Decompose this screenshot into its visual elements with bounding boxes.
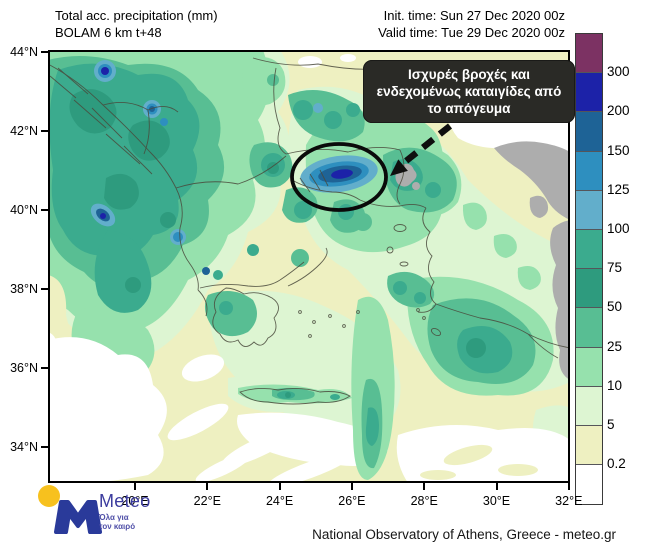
lat-tick: [41, 209, 48, 211]
lat-label: 34°N: [10, 440, 38, 454]
colorbar-tick-label: 10: [607, 377, 623, 393]
meteo-logo: Meteo Όλα για τον καιρό: [25, 483, 175, 549]
colorbar-cell: [576, 386, 602, 426]
logo-sun-icon: [38, 485, 60, 507]
lat-label: 40°N: [10, 203, 38, 217]
lon-tick: [350, 483, 353, 490]
colorbar-tick-label: 100: [607, 221, 630, 236]
lon-label: 22°E: [193, 494, 221, 508]
colorbar-tick-label: 0.2: [607, 456, 626, 472]
logo-m-icon: [54, 500, 102, 534]
colorbar-tick-label: 200: [607, 103, 630, 119]
lon-label: 28°E: [410, 494, 438, 508]
run-times: Init. time: Sun 27 Dec 2020 00z Valid ti…: [378, 7, 565, 41]
annotation-box: Ισχυρές βροχές και ενδεχομένως καταιγίδε…: [363, 60, 575, 123]
lon-tick: [495, 483, 498, 490]
colorbar: [575, 33, 603, 506]
lat-label: 36°N: [10, 361, 38, 375]
colorbar-tick-label: 25: [607, 338, 623, 354]
annotation-line3: το απόγευμα: [427, 101, 511, 116]
colorbar-cell: [576, 308, 602, 348]
map-frame: [48, 50, 570, 483]
colorbar-cell: [576, 34, 602, 74]
colorbar-tick-label: 50: [607, 299, 623, 315]
lat-tick: [41, 367, 48, 369]
lat-tick: [41, 288, 48, 290]
valid-time: Valid time: Tue 29 Dec 2020 00z: [378, 25, 565, 40]
colorbar-tick-label: 5: [607, 417, 615, 432]
gray-mask-region: [395, 141, 570, 380]
lon-label: 30°E: [482, 494, 511, 508]
title-line1: Total acc. precipitation (mm): [55, 8, 218, 23]
lon-label: 24°E: [265, 494, 294, 508]
lon-label: 20°E: [121, 494, 149, 508]
lon-tick: [206, 483, 209, 490]
annotation-arrow: [390, 123, 453, 176]
logo-brand-text: Meteo: [99, 491, 151, 511]
lat-tick: [41, 51, 48, 53]
heavy-precip-cores: [90, 60, 378, 275]
logo-tagline: Όλα για τον καιρό: [99, 513, 135, 531]
lon-tick: [423, 483, 426, 490]
init-time: Init. time: Sun 27 Dec 2020 00z: [383, 8, 565, 23]
highlight-ellipse: [290, 142, 388, 212]
colorbar-cell: [576, 347, 602, 387]
lat-tick: [41, 446, 48, 448]
colorbar-cell: [576, 229, 602, 270]
logo-tagline-line1: Όλα για: [99, 513, 129, 522]
lon-label: 32°E: [555, 494, 583, 508]
lon-tick: [278, 483, 281, 490]
colorbar-tick-label: 300: [607, 64, 630, 80]
attribution-text: National Observatory of Athens, Greece -…: [312, 527, 616, 542]
lat-label: 38°N: [10, 282, 38, 296]
colorbar-cell: [576, 151, 602, 191]
lat-label: 44°N: [10, 45, 38, 59]
lat-label: 42°N: [10, 124, 38, 138]
lon-label: 26°E: [338, 494, 366, 508]
lat-tick: [41, 130, 48, 132]
colorbar-cell: [576, 112, 602, 152]
colorbar-cell: [576, 73, 602, 113]
colorbar-cell: [576, 190, 602, 230]
colorbar-cell: [576, 425, 602, 466]
lon-tick: [134, 483, 136, 490]
annotation-line1: Ισχυρές βροχές και: [408, 67, 530, 82]
colorbar-tick-label: 150: [607, 142, 630, 158]
lon-tick: [567, 483, 570, 490]
colorbar-cell: [576, 465, 602, 505]
colorbar-cell: [576, 269, 602, 309]
colorbar-tick-label: 75: [607, 260, 623, 276]
title-line2: BOLAM 6 km t+48: [55, 25, 162, 40]
map-title: Total acc. precipitation (mm) BOLAM 6 km…: [55, 7, 218, 41]
annotation-line2: ενδεχομένως καταιγίδες από: [376, 84, 562, 99]
logo-tagline-line2: τον καιρό: [99, 522, 136, 531]
colorbar-tick-label: 125: [607, 181, 630, 197]
